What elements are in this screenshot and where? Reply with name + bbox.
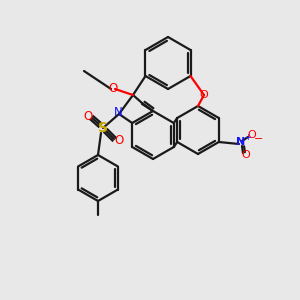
Text: +: +: [244, 133, 251, 142]
Text: N: N: [114, 106, 122, 119]
Text: O: O: [248, 130, 256, 140]
Text: S: S: [98, 121, 108, 135]
Text: N: N: [236, 137, 246, 147]
Text: O: O: [200, 90, 208, 100]
Text: O: O: [242, 150, 250, 160]
Text: O: O: [114, 134, 124, 146]
Text: −: −: [254, 134, 264, 144]
Text: O: O: [83, 110, 93, 122]
Text: O: O: [108, 82, 118, 94]
